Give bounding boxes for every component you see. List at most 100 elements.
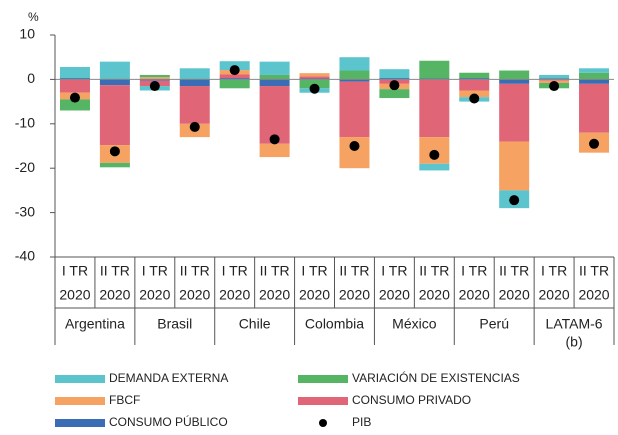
bar-segment (59, 79, 90, 93)
pib-dot (469, 93, 480, 104)
legend-swatch (55, 375, 105, 383)
legend-label: FBCF (109, 393, 140, 407)
bar-segment (579, 72, 610, 80)
y-tick-label: 10 (19, 26, 35, 42)
bar-segment (459, 79, 490, 91)
group-note: (b) (566, 334, 583, 350)
legend-label: PIB (352, 415, 371, 429)
group-label: Chile (239, 316, 271, 332)
bar-segment (179, 68, 210, 80)
bar-segment (59, 99, 90, 111)
pib-dot (509, 195, 520, 206)
pib-dot (269, 134, 280, 145)
x-tick-year: 2020 (219, 287, 250, 303)
x-tick-year: 2020 (299, 287, 330, 303)
bar-segment (99, 79, 130, 86)
bar-segment (539, 79, 570, 81)
pib-dot (349, 141, 360, 151)
x-tick-year: 2020 (259, 287, 290, 303)
bar-segment (99, 85, 130, 146)
bar-segment (179, 79, 210, 87)
x-tick-label: I TR (541, 263, 567, 279)
bar-segment (579, 83, 610, 133)
x-tick-label: I TR (222, 263, 248, 279)
x-tick-year: 2020 (379, 287, 410, 303)
x-tick-year: 2020 (59, 287, 90, 303)
group-label: Brasil (157, 316, 192, 332)
pib-dot (589, 138, 600, 149)
x-tick-year: 2020 (539, 287, 570, 303)
pib-dot (389, 80, 400, 91)
bar-segment (379, 78, 410, 80)
group-label: LATAM-6 (546, 316, 603, 332)
y-tick-label: -40 (15, 248, 35, 264)
bar-segment (299, 73, 330, 77)
pib-dot (429, 149, 440, 160)
bar-segment (139, 79, 170, 81)
x-tick-year: 2020 (139, 287, 170, 303)
bar-segment (259, 79, 290, 87)
legend-label: CONSUMO PRIVADO (352, 393, 471, 407)
legend-swatch (55, 419, 105, 427)
x-tick-label: I TR (381, 263, 407, 279)
legend-label: VARIACIÓN DE EXISTENCIAS (352, 370, 520, 385)
bar-segment (459, 72, 490, 79)
group-label: Perú (479, 316, 509, 332)
bar-segment (379, 69, 410, 79)
group-label: Colombia (305, 316, 364, 332)
pib-dot (69, 92, 80, 103)
pib-dot (189, 121, 200, 132)
x-tick-label: II TR (419, 263, 449, 279)
bar-segment (459, 78, 490, 80)
bar-segment (259, 143, 290, 158)
x-tick-label: I TR (142, 263, 168, 279)
bar-segment (379, 89, 410, 99)
bar-segment (339, 81, 370, 138)
bar-segment (179, 86, 210, 124)
bar-segment (219, 74, 250, 79)
x-tick-year: 2020 (459, 287, 490, 303)
x-tick-label: I TR (62, 263, 88, 279)
x-tick-label: II TR (100, 263, 130, 279)
x-tick-label: I TR (461, 263, 487, 279)
bar-segment (59, 78, 90, 80)
bar-segment (339, 70, 370, 80)
x-tick-label: II TR (579, 263, 609, 279)
bar-segment (419, 163, 450, 171)
pib-dot (109, 146, 120, 157)
x-tick-year: 2020 (339, 287, 370, 303)
bar-segment (419, 60, 450, 79)
bar-segment (99, 162, 130, 168)
legend-swatch (298, 375, 348, 383)
pib-dot (229, 65, 240, 76)
x-tick-year: 2020 (499, 287, 530, 303)
bar-segment (499, 79, 530, 84)
x-tick-label: II TR (499, 263, 529, 279)
x-tick-label: I TR (301, 263, 327, 279)
legend-label: DEMANDA EXTERNA (109, 371, 228, 385)
bar-segment (59, 66, 90, 79)
bar-segment (499, 141, 530, 191)
y-tick-label: -10 (15, 115, 35, 131)
bar-segment (219, 79, 250, 89)
bar-segment (299, 76, 330, 79)
bar-segment (339, 79, 370, 82)
y-tick-label: -20 (15, 159, 35, 175)
bar-segment (139, 74, 170, 78)
bar-segment (499, 70, 530, 80)
bar-segment (139, 77, 170, 80)
x-tick-label: II TR (260, 263, 290, 279)
x-tick-year: 2020 (578, 287, 609, 303)
group-label: Argentina (65, 316, 125, 332)
bar-segment (259, 61, 290, 75)
bar-segment (339, 57, 370, 71)
bar-segment (219, 78, 250, 80)
legend-swatch (298, 397, 348, 405)
group-label: México (392, 316, 437, 332)
pib-dot (309, 83, 320, 94)
y-unit: % (28, 10, 39, 24)
bar-segment (539, 74, 570, 79)
pib-dot (549, 81, 560, 92)
legend-dot (319, 419, 327, 427)
